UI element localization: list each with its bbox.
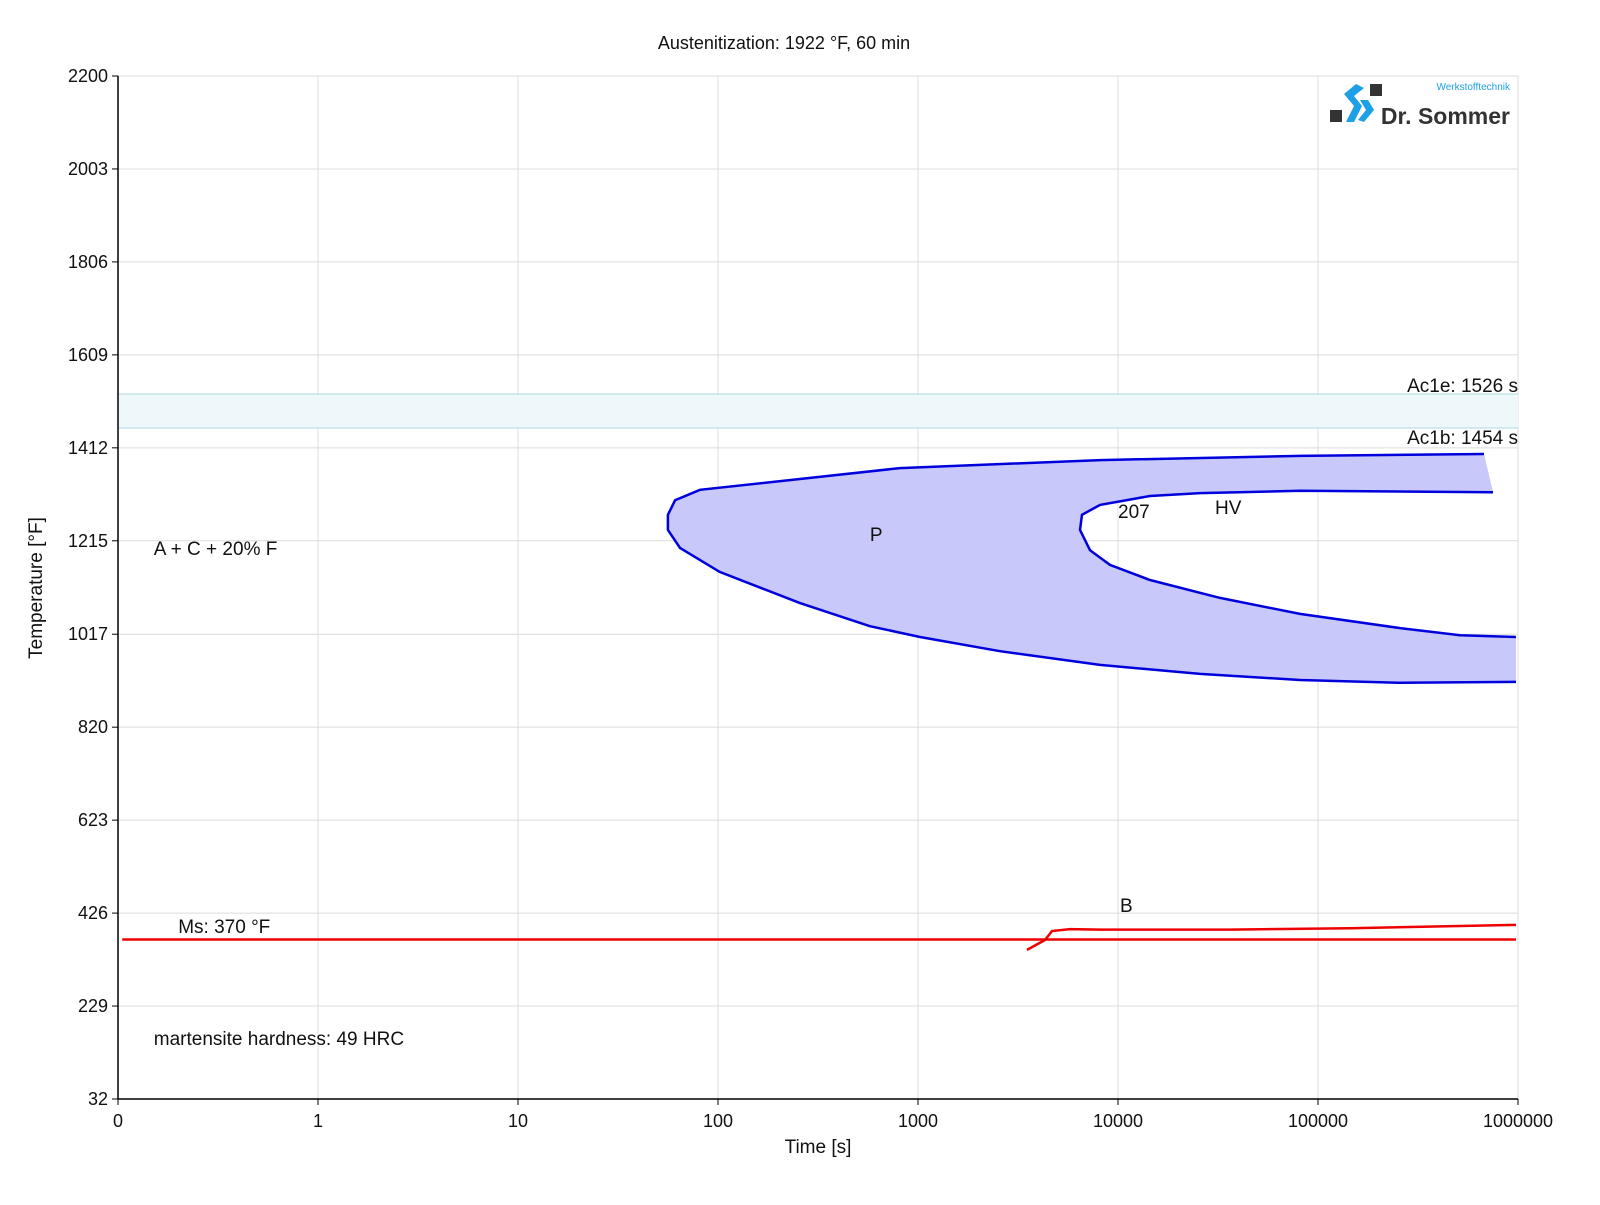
x-tick-label: 100: [703, 1111, 733, 1131]
ac1e-label: Ac1e: 1526 s: [1407, 376, 1518, 397]
pearlite-start-curve: [666, 452, 1517, 685]
x-tick-label: 100000: [1288, 1111, 1348, 1131]
y-tick-label: 229: [78, 996, 108, 1016]
annotation-label: A + C + 20% F: [154, 539, 278, 560]
ac1b-label: Ac1b: 1454 s: [1407, 428, 1518, 449]
y-tick-label: 1609: [68, 345, 108, 365]
axes: 0 1 10 100 1000 10000 100000 1000000 32 229 426 623…: [68, 66, 1553, 1131]
y-axis-label: Temperature [°F]: [26, 517, 47, 659]
pearlite-region-fill: [667, 454, 1516, 683]
annotation-label: HV: [1215, 498, 1242, 519]
x-tick-label: 10000: [1093, 1111, 1143, 1131]
y-tick-label: 2003: [68, 159, 108, 179]
pearlite-finish-curve: [1078, 489, 1517, 639]
y-tick-label: 1215: [68, 531, 108, 551]
y-tick-label: 623: [78, 810, 108, 830]
series: [122, 452, 1517, 951]
annotations: P 207 HV B A + C + 20% F Ms: 370 °F martensite…: [154, 498, 1242, 1050]
annotation-label: Ms: 370 °F: [178, 917, 270, 938]
logo-square-dark: [1330, 110, 1342, 122]
y-tick-label: 426: [78, 903, 108, 923]
logo-square-dark-top: [1370, 84, 1382, 96]
ac-band: Ac1e: 1526 s Ac1b: 1454 s: [118, 376, 1518, 449]
logo-s-mark: [1344, 84, 1364, 122]
x-tick-label: 0: [113, 1111, 123, 1131]
x-tick-label: 1000000: [1483, 1111, 1553, 1131]
y-tick-label: 2200: [68, 66, 108, 86]
x-axis-label: Time [s]: [785, 1137, 852, 1158]
annotation-label: B: [1120, 896, 1133, 917]
ac-band-fill: [118, 394, 1518, 429]
logo-subtitle: Werkstofftechnik: [1436, 82, 1511, 93]
dr-sommer-logo: Werkstofftechnik Dr. Sommer: [1330, 82, 1511, 129]
x-tick-label: 1: [313, 1111, 323, 1131]
x-tick-label: 10: [508, 1111, 528, 1131]
chart-title: Austenitization: 1922 °F, 60 min: [658, 33, 910, 53]
logo-s-mark-2: [1358, 100, 1374, 122]
annotation-label: martensite hardness: 49 HRC: [154, 1029, 404, 1050]
annotation-label: P: [870, 525, 883, 546]
y-tick-label: 32: [88, 1089, 108, 1109]
y-tick-label: 1017: [68, 624, 108, 644]
x-tick-label: 1000: [898, 1111, 938, 1131]
logo-name: Dr. Sommer: [1381, 103, 1510, 129]
annotation-label: 207: [1118, 502, 1150, 523]
y-tick-label: 1412: [68, 438, 108, 458]
y-tick-label: 820: [78, 717, 108, 737]
bainite-start-curve: [1026, 923, 1517, 951]
y-tick-label: 1806: [68, 252, 108, 272]
